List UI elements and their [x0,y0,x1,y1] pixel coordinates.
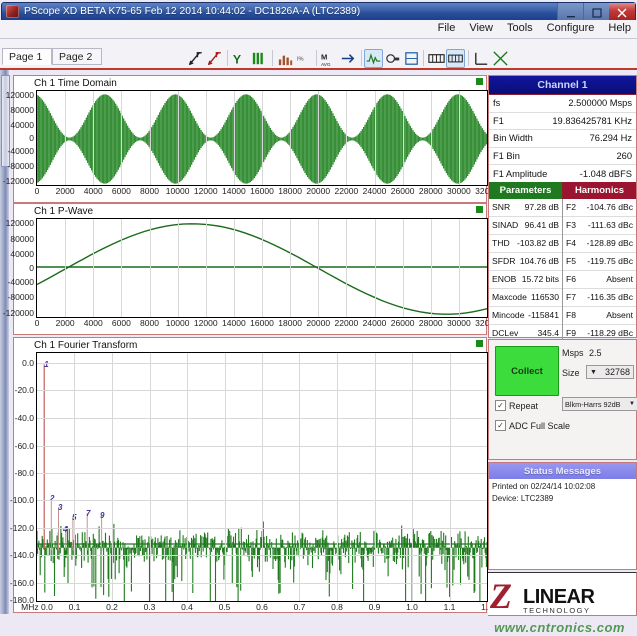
svg-text:Z: Z [489,576,512,616]
svg-text:M: M [321,52,327,61]
svg-text:Y: Y [233,52,242,66]
svg-text:TECHNOLOGY: TECHNOLOGY [523,606,591,615]
svg-text:I%: I% [297,56,304,62]
svg-text:LINEAR: LINEAR [523,586,596,608]
svg-text:AVG: AVG [321,62,331,68]
